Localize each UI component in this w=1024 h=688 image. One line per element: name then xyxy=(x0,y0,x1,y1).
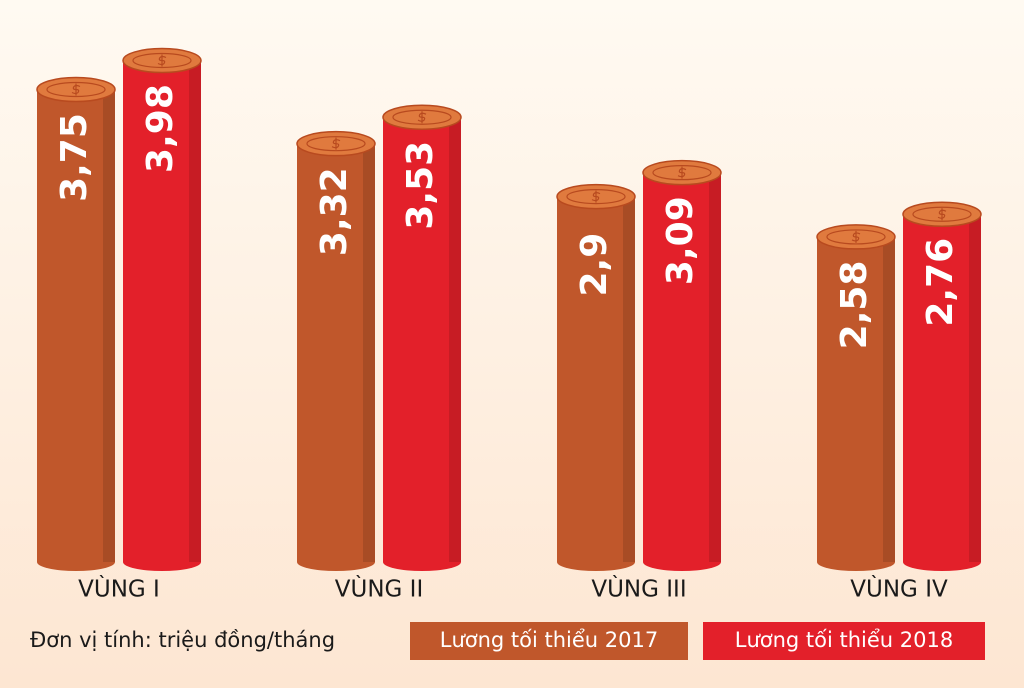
x-tick-label: VÙNG I xyxy=(78,575,160,603)
legend-label: Lương tối thiểu 2017 xyxy=(440,628,659,652)
bar-shade xyxy=(969,214,981,563)
x-tick-label: VÙNG III xyxy=(591,575,686,603)
bar-shade xyxy=(623,196,635,562)
bar-shade xyxy=(709,172,721,562)
bar xyxy=(123,60,201,563)
unit-note: Đơn vị tính: triệu đồng/tháng xyxy=(30,628,335,652)
coin-symbol xyxy=(937,208,947,221)
value-label: 2,9 xyxy=(574,233,615,297)
coin-ring xyxy=(46,81,106,98)
coin-symbol xyxy=(331,137,341,150)
bar xyxy=(297,143,375,562)
coin-symbol xyxy=(591,190,601,203)
bar-shade xyxy=(189,60,201,563)
coin-symbol xyxy=(417,111,427,124)
coin-symbol xyxy=(677,166,687,179)
coin-ring xyxy=(652,165,712,181)
bar-shade xyxy=(449,117,461,562)
legend-label: Lương tối thiểu 2018 xyxy=(735,628,954,652)
coin-ring xyxy=(392,109,452,125)
bar-shade xyxy=(363,143,375,562)
bar xyxy=(817,236,895,563)
value-label: 2,58 xyxy=(834,261,875,350)
value-label: 3,75 xyxy=(54,113,95,202)
coin-ring xyxy=(566,189,626,205)
value-label: 2,76 xyxy=(920,238,961,327)
bar-shade xyxy=(103,89,115,562)
coin-ring xyxy=(306,136,366,152)
coin-ring xyxy=(826,229,886,245)
legend-swatch xyxy=(410,622,688,660)
value-label: 3,98 xyxy=(140,84,181,173)
legend-swatch xyxy=(703,622,985,660)
coin-ring xyxy=(132,52,192,69)
bar xyxy=(903,214,981,563)
coin-symbol xyxy=(851,230,861,243)
coin-symbol xyxy=(157,54,167,67)
x-tick-label: VÙNG IV xyxy=(850,575,948,603)
bar xyxy=(37,89,115,562)
value-label: 3,53 xyxy=(400,141,441,230)
bar xyxy=(557,196,635,562)
coin-symbol xyxy=(71,83,81,96)
value-label: 3,32 xyxy=(314,167,355,256)
bar xyxy=(643,172,721,562)
x-tick-label: VÙNG II xyxy=(335,575,423,603)
coin-ring xyxy=(912,206,972,222)
bar-shade xyxy=(883,236,895,563)
bar xyxy=(383,117,461,562)
value-label: 3,09 xyxy=(660,196,701,285)
